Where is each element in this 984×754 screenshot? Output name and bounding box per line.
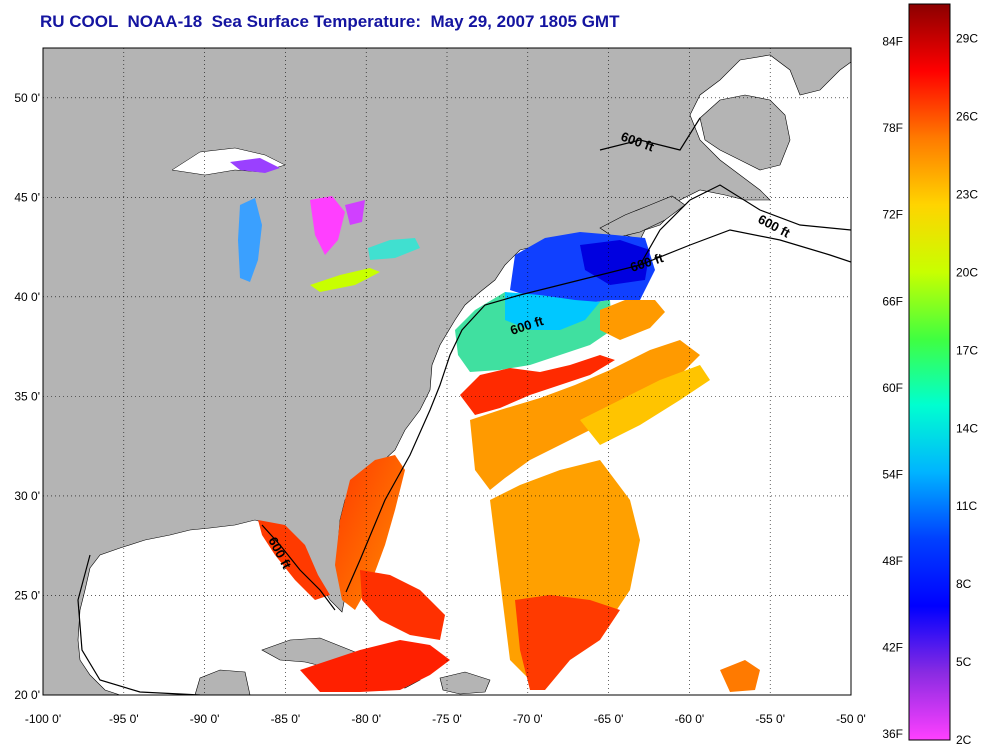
sst-sargasso-patch bbox=[580, 365, 710, 445]
colorbar-celsius-label: 8C bbox=[956, 577, 972, 591]
longitude-tick-label: -80 0' bbox=[351, 712, 381, 726]
colorbar-fahrenheit-labels: 84F 78F 72F 66F 60F 54F 48F 42F 36F bbox=[882, 35, 903, 742]
mexico-land bbox=[194, 669, 251, 695]
sst-sargasso-south-warm bbox=[515, 595, 620, 690]
colorbar-fahrenheit-label: 84F bbox=[882, 35, 903, 49]
latitude-tick-label: 35 0' bbox=[14, 389, 40, 403]
longitude-tick-label: -90 0' bbox=[190, 712, 220, 726]
colorbar-celsius-label: 23C bbox=[956, 187, 978, 201]
longitude-tick-label: -85 0' bbox=[271, 712, 301, 726]
sst-gulf-stream-wall bbox=[460, 355, 615, 415]
longitude-tick-label: -55 0' bbox=[755, 712, 785, 726]
latitude-tick-label: 45 0' bbox=[14, 190, 40, 204]
colorbar-bar bbox=[908, 3, 951, 741]
sst-caribbean bbox=[300, 640, 450, 692]
longitude-tick-label: -50 0' bbox=[836, 712, 866, 726]
longitude-tick-label: -95 0' bbox=[109, 712, 139, 726]
colorbar-celsius-label: 29C bbox=[956, 32, 978, 46]
latitude-tick-label: 25 0' bbox=[14, 588, 40, 602]
colorbar-celsius-label: 14C bbox=[956, 421, 978, 435]
latitude-tick-label: 20 0' bbox=[14, 688, 40, 702]
colorbar-fahrenheit-label: 78F bbox=[882, 121, 903, 135]
sst-warm-core-ring bbox=[600, 300, 665, 340]
latitude-tick-labels: 20 0' 25 0' 30 0' 35 0' 40 0' 45 0' 50 0' bbox=[14, 91, 40, 702]
longitude-tick-label: -70 0' bbox=[513, 712, 543, 726]
longitude-tick-labels: -100 0' -95 0' -90 0' -85 0' -80 0' -75 0' -70… bbox=[25, 712, 866, 726]
sst-slope-water bbox=[505, 292, 600, 330]
longitude-tick-label: -100 0' bbox=[25, 712, 61, 726]
map-title: RU COOL NOAA-18 Sea Surface Temperature:… bbox=[40, 12, 620, 31]
sst-bahamas bbox=[360, 570, 445, 640]
map-frame bbox=[42, 47, 852, 696]
colorbar-fahrenheit-label: 72F bbox=[882, 208, 903, 222]
colorbar-celsius-label: 20C bbox=[956, 265, 978, 279]
longitude-tick-label: -60 0' bbox=[675, 712, 705, 726]
map-plot-area bbox=[43, 48, 851, 695]
map-grid bbox=[43, 48, 851, 695]
latitude-tick-label: 30 0' bbox=[14, 489, 40, 503]
colorbar-celsius-label: 2C bbox=[956, 733, 972, 747]
longitude-tick-label: -75 0' bbox=[432, 712, 462, 726]
colorbar-celsius-label: 5C bbox=[956, 655, 972, 669]
latitude-tick-label: 40 0' bbox=[14, 290, 40, 304]
colorbar-fahrenheit-label: 60F bbox=[882, 381, 903, 395]
colorbar-fahrenheit-label: 54F bbox=[882, 467, 903, 481]
colorbar-celsius-label: 26C bbox=[956, 110, 978, 124]
latitude-tick-label: 50 0' bbox=[14, 91, 40, 105]
great-lakes bbox=[171, 147, 420, 292]
colorbar-fahrenheit-label: 42F bbox=[882, 641, 903, 655]
colorbar: 84F 78F 72F 66F 60F 54F 48F 42F 36F 29C 26C 23C 20C… bbox=[882, 3, 978, 747]
sst-gulf-of-maine-deep bbox=[580, 240, 650, 285]
longitude-tick-label: -65 0' bbox=[594, 712, 624, 726]
colorbar-celsius-label: 17C bbox=[956, 343, 978, 357]
colorbar-fahrenheit-label: 48F bbox=[882, 554, 903, 568]
sst-swaths bbox=[258, 232, 760, 692]
colorbar-celsius-labels: 29C 26C 23C 20C 17C 14C 11C 8C 5C 2C bbox=[956, 32, 978, 747]
sst-east-patch bbox=[720, 660, 760, 692]
colorbar-fahrenheit-label: 36F bbox=[882, 727, 903, 741]
hispaniola-land bbox=[439, 671, 491, 695]
colorbar-fahrenheit-label: 66F bbox=[882, 294, 903, 308]
600ft-contour-line bbox=[77, 117, 851, 695]
colorbar-celsius-label: 11C bbox=[956, 499, 977, 513]
newfoundland-land bbox=[699, 94, 791, 171]
sst-gulf-stream-coast bbox=[335, 455, 405, 610]
